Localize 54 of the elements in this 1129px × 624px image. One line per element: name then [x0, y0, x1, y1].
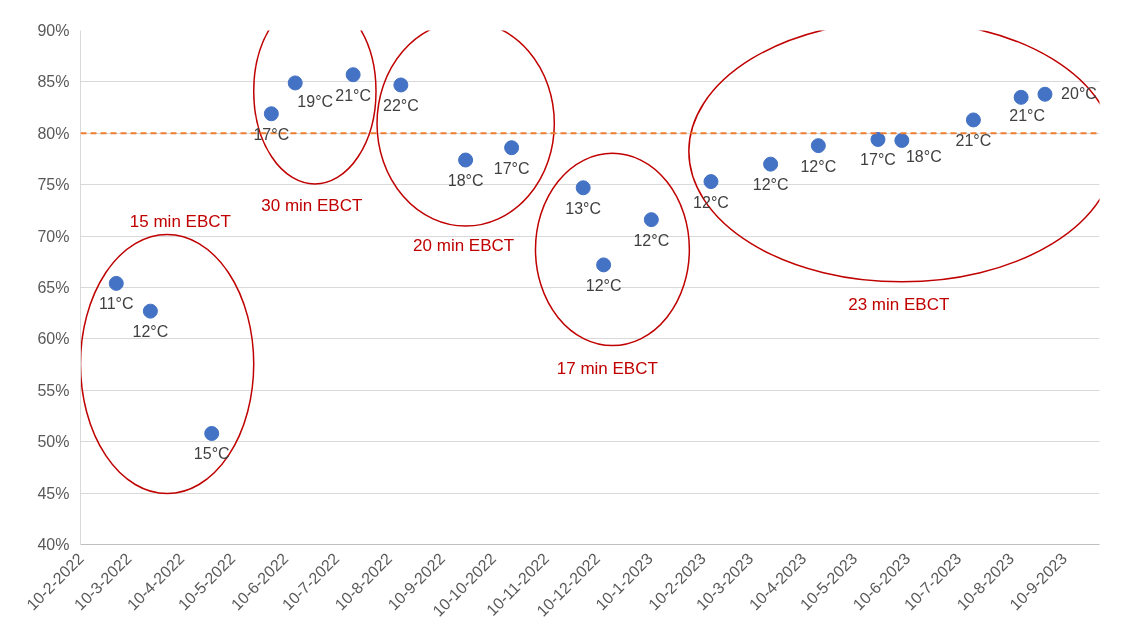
y-tick-label: 40%: [37, 536, 70, 553]
point: [393, 77, 409, 93]
annotation: 15°C: [193, 445, 230, 463]
annotation: 13°C: [565, 199, 602, 217]
annotation: 20°C: [1061, 85, 1097, 103]
y-tick-label: 80%: [37, 124, 70, 142]
y-tick-label: 75%: [37, 176, 70, 194]
point: [870, 131, 886, 147]
point: [1013, 89, 1029, 105]
annotation: 12°C: [800, 157, 837, 175]
point: [763, 156, 779, 172]
y-tick-label: 70%: [37, 227, 70, 245]
annotation: 19°C: [297, 92, 334, 110]
annotation: 15 min EBCT: [129, 212, 231, 232]
y-tick-label: 55%: [37, 381, 70, 399]
y-tick-label: 45%: [37, 484, 70, 502]
annotation: 12°C: [752, 176, 789, 194]
y-tick-label: 90%: [37, 22, 70, 39]
point: [894, 133, 910, 148]
point: [458, 152, 474, 168]
y-tick-label: 60%: [37, 330, 70, 348]
annotation: 18°C: [447, 172, 484, 190]
annotation: 30 min EBCT: [261, 195, 363, 215]
annotation: 17°C: [860, 151, 896, 169]
y-tick-label: 50%: [37, 433, 70, 451]
point: [263, 106, 279, 122]
point: [643, 212, 659, 228]
annotation: 17°C: [493, 159, 530, 177]
annotation: 12°C: [633, 231, 670, 249]
annotation: 21°C: [955, 131, 992, 149]
y-tick-label: 85%: [37, 73, 70, 91]
y-tick-label: 65%: [37, 279, 70, 296]
point: [504, 140, 520, 156]
annotation: 21°C: [335, 86, 372, 104]
point: [345, 67, 361, 83]
annotation: 12°C: [585, 276, 622, 294]
annotation: 12°C: [132, 323, 169, 341]
annotation: 22°C: [382, 96, 419, 114]
point: [287, 75, 303, 91]
point: [965, 112, 981, 128]
point: [575, 180, 591, 196]
point: [810, 138, 826, 154]
point: [108, 275, 124, 291]
point: [204, 425, 220, 441]
annotation: 23 min EBCT: [848, 295, 950, 315]
annotation: 11°C: [99, 295, 134, 313]
point: [1037, 86, 1053, 102]
point: [596, 257, 612, 273]
annotation: 17 min EBCT: [556, 359, 658, 379]
annotation: 18°C: [905, 148, 942, 166]
point: [142, 303, 158, 319]
point: [703, 174, 719, 190]
annotation: 20 min EBCT: [413, 235, 515, 255]
annotation: 21°C: [1009, 107, 1045, 125]
